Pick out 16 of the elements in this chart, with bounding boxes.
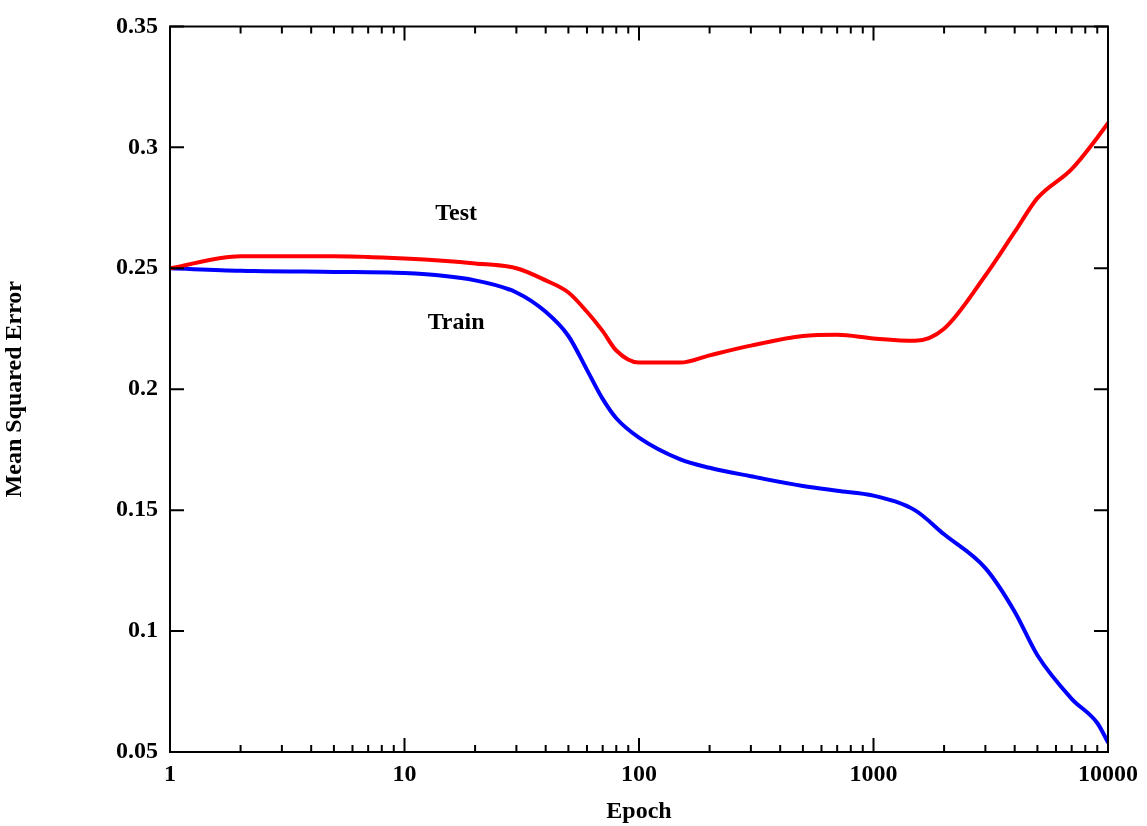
y-axis-title: Mean Squared Error bbox=[0, 280, 26, 498]
x-tick-label: 10000 bbox=[1078, 759, 1138, 786]
x-axis-title: Epoch bbox=[606, 796, 672, 823]
x-tick-label: 10 bbox=[392, 759, 417, 786]
y-tick-label: 0.3 bbox=[128, 132, 158, 159]
y-tick-label: 0.35 bbox=[116, 11, 158, 38]
x-tick-label: 1000 bbox=[849, 759, 898, 786]
x-tick-label: 1 bbox=[164, 759, 176, 786]
y-tick-label: 0.05 bbox=[116, 737, 158, 764]
y-tick-label: 0.2 bbox=[128, 374, 158, 401]
x-tick-label: 100 bbox=[621, 759, 657, 786]
series-label: Train bbox=[427, 308, 485, 335]
y-tick-label: 0.1 bbox=[128, 616, 158, 643]
y-tick-label: 0.15 bbox=[116, 495, 158, 522]
series-label: Test bbox=[435, 198, 477, 225]
y-tick-label: 0.25 bbox=[116, 253, 158, 280]
